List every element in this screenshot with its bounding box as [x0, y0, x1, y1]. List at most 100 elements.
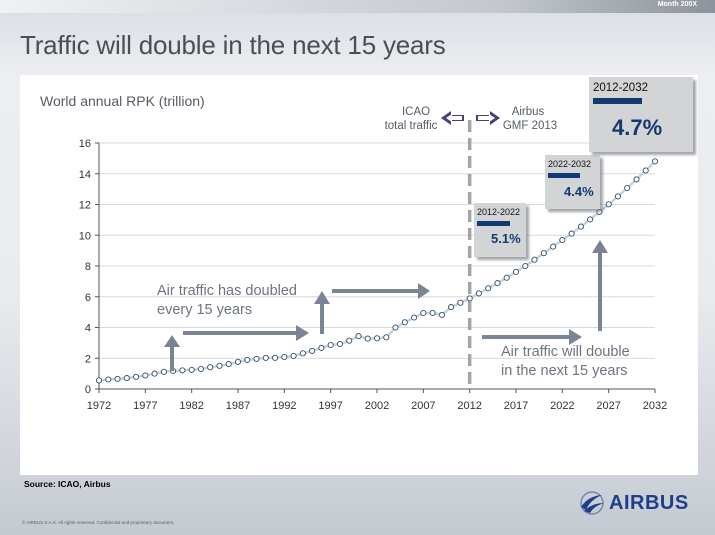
future-text-line2: in the next 15 years: [501, 363, 628, 379]
y-tick-label: 2: [85, 353, 91, 365]
chart-panel: [20, 75, 698, 475]
data-point: [216, 362, 223, 369]
axes: [95, 142, 656, 393]
data-point: [123, 375, 130, 382]
data-point: [95, 377, 103, 384]
data-point: [642, 167, 649, 174]
data-point: [568, 230, 575, 237]
y-tick-label: 16: [79, 138, 91, 150]
data-point: [290, 352, 297, 359]
data-point: [559, 236, 566, 244]
data-point: [438, 311, 445, 318]
data-point: [336, 340, 343, 348]
data-point: [466, 295, 473, 302]
data-point: [244, 356, 251, 363]
up-arrow-icon: [592, 240, 608, 331]
month-label: Month 200X: [657, 1, 697, 8]
airbus-logo-icon: [580, 491, 604, 515]
icao-sublabel: total traffic: [385, 120, 438, 132]
data-point: [577, 223, 584, 230]
data-point: [207, 364, 214, 371]
data-point: [494, 280, 501, 287]
series-markers: [95, 158, 659, 384]
data-point: [550, 243, 557, 250]
data-point: [540, 250, 547, 257]
growth-period-label: 2022-2032: [548, 159, 591, 169]
data-point: [448, 304, 455, 311]
data-point: [401, 319, 408, 326]
x-tick-label: 1977: [133, 400, 157, 412]
x-tick-label: 2017: [504, 400, 528, 412]
data-point: [373, 335, 381, 342]
data-point: [253, 355, 260, 362]
x-tick-label: 2032: [643, 400, 667, 412]
data-point: [420, 309, 427, 317]
up-arrow-icon: [164, 335, 180, 371]
growth-bar: [548, 173, 580, 178]
x-tick-label: 1982: [179, 400, 203, 412]
data-point: [587, 216, 594, 223]
future-text-line1: Air traffic will double: [501, 344, 630, 360]
data-point: [475, 290, 482, 297]
logo-text: AIRBUS: [609, 491, 689, 514]
x-tick-label: 1997: [318, 400, 342, 412]
data-point: [383, 334, 390, 341]
data-point: [318, 344, 325, 351]
source-note: Source: ICAO, Airbus: [24, 479, 111, 489]
data-point: [160, 368, 167, 375]
right-arrow-icon: [482, 329, 582, 345]
data-point: [457, 299, 464, 306]
growth-period-label: 2012-2032: [593, 82, 648, 94]
x-tick-label: 1992: [272, 400, 296, 412]
data-point: [188, 366, 195, 373]
data-point: [225, 361, 232, 368]
data-point: [262, 354, 269, 361]
right-arrow-icon: [332, 283, 430, 299]
data-point: [327, 341, 334, 349]
data-point: [392, 324, 399, 331]
data-point: [272, 354, 279, 361]
y-tick-label: 6: [85, 292, 91, 304]
data-point: [429, 309, 436, 316]
data-point: [364, 335, 371, 342]
x-tick-label: 1972: [87, 400, 111, 412]
data-point: [485, 285, 492, 292]
data-point: [355, 333, 362, 340]
growth-period-label: 2012-2022: [477, 207, 520, 217]
data-point: [299, 350, 306, 357]
annotation-arrows: [164, 240, 608, 371]
data-point: [151, 370, 158, 377]
growth-rate-label: 4.4%: [564, 184, 594, 199]
top-bar: Month 200X: [0, 0, 715, 13]
y-tick-label: 4: [85, 323, 91, 335]
airbus-logo: AIRBUS: [578, 491, 689, 515]
airbus-label: Airbus: [512, 106, 545, 118]
growth-box-2022-2032: 2022-2032 4.4%: [545, 155, 600, 209]
growth-bar: [593, 98, 642, 104]
data-point: [346, 337, 353, 344]
data-point: [133, 373, 140, 380]
data-point: [179, 367, 186, 374]
data-point: [114, 375, 121, 382]
past-text-line1: Air traffic has doubled: [157, 283, 297, 299]
data-point: [531, 256, 538, 263]
data-point: [309, 347, 316, 354]
copyright-note: © AIRBUS S.A.S. All rights reserved. Con…: [22, 520, 175, 525]
growth-rate-label: 4.7%: [612, 115, 662, 140]
data-point: [105, 376, 112, 383]
data-point: [605, 201, 612, 208]
data-point: [596, 208, 603, 216]
data-point: [651, 158, 659, 165]
right-arrow-icon: [476, 111, 500, 125]
x-tick-label: 2022: [550, 400, 574, 412]
growth-box-2012-2032: 2012-2032 4.7%: [589, 77, 693, 152]
past-text-line2: every 15 years: [157, 302, 252, 318]
growth-rate-label: 5.1%: [491, 231, 521, 246]
y-tick-labels: 0 2 4 6 8 10 12 14 16: [79, 138, 91, 396]
growth-bar: [477, 221, 510, 226]
right-arrow-icon: [183, 325, 309, 341]
data-point: [624, 184, 631, 192]
data-point: [281, 353, 288, 361]
data-point: [503, 274, 510, 281]
